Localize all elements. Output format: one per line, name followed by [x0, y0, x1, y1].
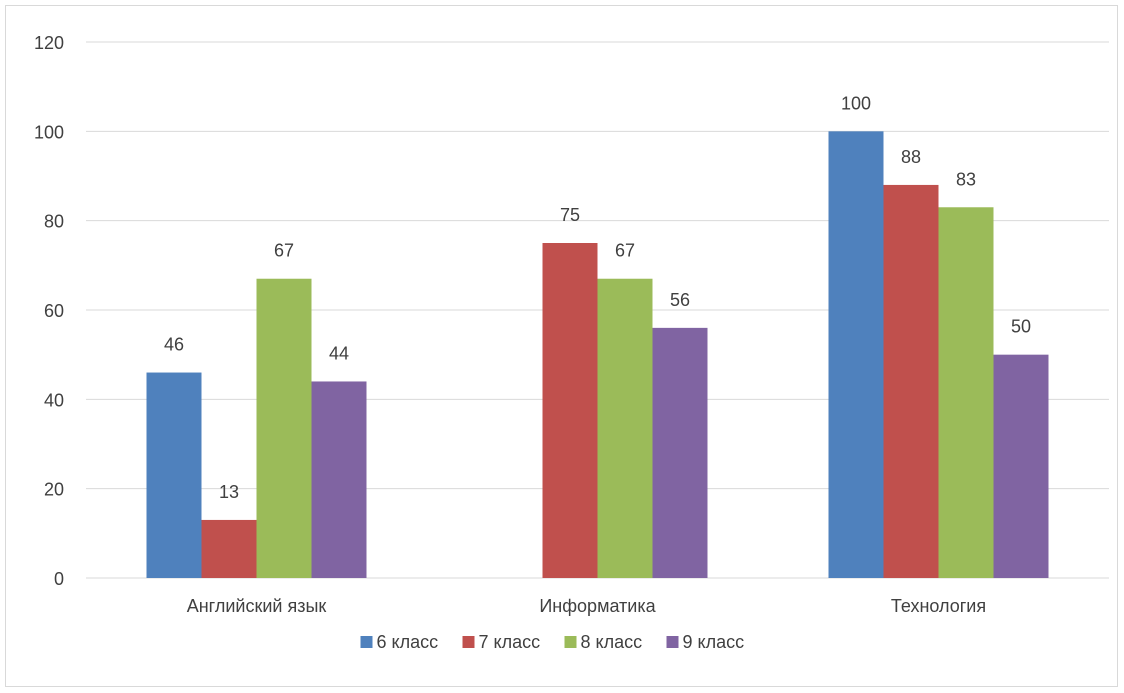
- data-label: 75: [560, 205, 580, 225]
- legend-swatch: [564, 636, 577, 648]
- data-label: 46: [164, 335, 184, 355]
- legend-swatch: [666, 636, 679, 648]
- data-label: 56: [670, 290, 690, 310]
- y-tick-label: 80: [44, 212, 64, 232]
- bar: [828, 131, 884, 578]
- bar: [146, 372, 202, 578]
- legend: 6 класс 7 класс 8 класс 9 класс: [360, 632, 745, 652]
- bar: [597, 278, 653, 578]
- legend-swatch: [462, 636, 475, 648]
- bar: [201, 519, 257, 578]
- bars: [146, 131, 1049, 578]
- legend-swatch: [360, 636, 373, 648]
- legend-item: 7 класс: [462, 632, 541, 652]
- bar: [311, 381, 367, 578]
- bar: [938, 207, 994, 578]
- y-tick-label: 100: [34, 122, 64, 142]
- y-tick-label: 0: [54, 569, 64, 589]
- bar: [883, 184, 939, 578]
- data-label: 50: [1011, 317, 1031, 337]
- y-tick-label: 20: [44, 480, 64, 500]
- x-category-label: Информатика: [539, 596, 656, 616]
- x-category-label: Технология: [891, 596, 986, 616]
- y-tick-label: 120: [34, 33, 64, 53]
- bar: [542, 243, 598, 578]
- data-label: 100: [841, 93, 871, 113]
- y-tick-label: 60: [44, 301, 64, 321]
- legend-item: 9 класс: [666, 632, 745, 652]
- data-label: 88: [901, 147, 921, 167]
- chart-container: 0 20 40 60 80 100 120 46 13 67 44 75 67 56 100 88 83 50 …: [5, 5, 1118, 687]
- data-label: 67: [615, 241, 635, 261]
- data-labels: 46 13 67 44 75 67 56 100 88 83 50: [164, 93, 1031, 502]
- legend-item: 8 класс: [564, 632, 643, 652]
- bar: [993, 354, 1049, 578]
- legend-item: 6 класс: [360, 632, 439, 652]
- legend-label: 9 класс: [683, 632, 745, 652]
- y-axis-tick-labels: 0 20 40 60 80 100 120: [34, 33, 64, 589]
- y-tick-label: 40: [44, 390, 64, 410]
- bar: [652, 327, 708, 578]
- x-axis-category-labels: Английский язык Информатика Технология: [187, 596, 986, 616]
- legend-label: 8 класс: [581, 632, 643, 652]
- legend-label: 7 класс: [479, 632, 541, 652]
- x-category-label: Английский язык: [187, 596, 327, 616]
- data-label: 67: [274, 241, 294, 261]
- data-label: 83: [956, 169, 976, 189]
- bar: [256, 278, 312, 578]
- legend-label: 6 класс: [377, 632, 439, 652]
- data-label: 13: [219, 482, 239, 502]
- data-label: 44: [329, 343, 349, 363]
